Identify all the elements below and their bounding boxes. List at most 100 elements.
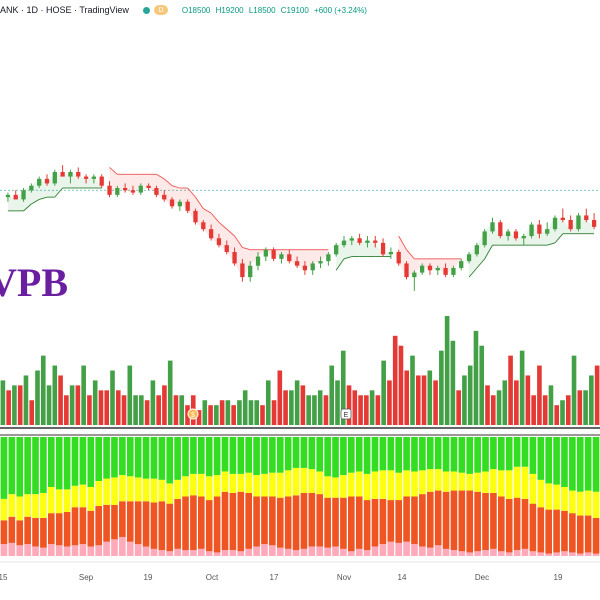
heatmap-orange-segment xyxy=(426,491,434,548)
candle xyxy=(545,222,550,236)
heatmap-column xyxy=(434,437,442,556)
heatmap-green-segment xyxy=(158,437,166,480)
volume-bar xyxy=(381,360,386,425)
heatmap-orange-segment xyxy=(482,492,489,551)
volume-bar xyxy=(364,395,369,425)
heatmap-orange-segment xyxy=(182,496,189,551)
heatmap-pink-segment xyxy=(40,547,47,556)
candle xyxy=(5,192,11,202)
x-axis: 15 Sep 19 Oct 17 Nov 14 Dec 19 xyxy=(0,561,600,582)
heatmap-orange-segment xyxy=(269,496,276,546)
candle xyxy=(451,265,456,278)
heatmap-yellow-segment xyxy=(498,470,505,497)
trail-line xyxy=(335,258,345,271)
heatmap-green-segment xyxy=(142,437,150,479)
heatmap-orange-segment xyxy=(529,503,537,552)
heatmap-column xyxy=(387,437,395,556)
heatmap-yellow-segment xyxy=(371,471,379,499)
volume-bar xyxy=(433,380,438,425)
x-tick-label: Dec xyxy=(475,573,489,582)
heatmap-orange-segment xyxy=(434,490,442,546)
heatmap-pink-segment xyxy=(513,550,521,556)
heatmap-column xyxy=(553,437,560,556)
heatmap-yellow-segment xyxy=(55,489,63,514)
heatmap-orange-segment xyxy=(592,517,600,554)
heatmap-orange-segment xyxy=(79,507,87,545)
heatmap-pink-segment xyxy=(198,548,205,556)
candle-body xyxy=(21,190,26,200)
heatmap-yellow-segment xyxy=(466,473,474,491)
heatmap-column xyxy=(79,437,87,556)
candle-body xyxy=(255,256,261,266)
volume-bar xyxy=(283,390,288,425)
heatmap-column xyxy=(95,437,102,556)
heatmap-orange-segment xyxy=(150,502,158,549)
heatmap-column xyxy=(24,437,31,556)
heatmap-pink-segment xyxy=(395,542,402,556)
candle xyxy=(513,229,519,241)
heatmap-green-segment xyxy=(253,437,260,476)
heatmap-column xyxy=(16,437,24,556)
candle-body xyxy=(396,252,401,264)
trail-line xyxy=(398,235,407,250)
volume-layer: $ E xyxy=(0,316,600,429)
trail-band xyxy=(117,174,126,191)
heatmap-pink-segment xyxy=(142,546,150,556)
heatmap-orange-segment xyxy=(245,492,252,549)
heatmap-yellow-segment xyxy=(458,472,466,491)
heatmap-column xyxy=(174,437,181,556)
heatmap-yellow-segment xyxy=(0,498,8,521)
heatmap-green-segment xyxy=(198,437,205,474)
candle xyxy=(427,263,433,275)
trail-line xyxy=(171,185,180,189)
symbol-title[interactable]: ANK · 1D · HOSE · TradingView xyxy=(0,5,129,15)
candle xyxy=(537,220,542,239)
heatmap-yellow-segment xyxy=(482,471,489,493)
heatmap-yellow-segment xyxy=(292,467,300,496)
volume-bar xyxy=(248,400,254,425)
volume-bar xyxy=(392,335,398,425)
heatmap-green-segment xyxy=(434,437,442,470)
heatmap-pink-segment xyxy=(434,545,442,556)
volume-bar xyxy=(115,390,121,425)
volume-bar xyxy=(35,370,40,425)
volume-bar xyxy=(387,380,392,425)
heatmap-column xyxy=(198,437,205,556)
trail-line xyxy=(226,228,235,237)
heatmap-column xyxy=(253,437,260,556)
candle xyxy=(302,261,308,275)
heatmap-yellow-segment xyxy=(63,489,71,512)
heatmap-pink-segment xyxy=(521,548,529,556)
heatmap-pink-segment xyxy=(348,551,355,556)
volume-bar xyxy=(139,395,144,425)
heatmap-yellow-segment xyxy=(340,475,347,498)
volume-bar xyxy=(237,400,242,425)
candle xyxy=(388,247,394,259)
heatmap-yellow-segment xyxy=(198,473,205,497)
volume-bar xyxy=(69,385,75,425)
candle xyxy=(240,258,245,282)
heatmap-orange-segment xyxy=(355,496,363,549)
heatmap-green-segment xyxy=(229,437,237,474)
heatmap-pink-segment xyxy=(63,546,71,556)
heatmap-green-segment xyxy=(300,437,308,468)
trail-line xyxy=(554,233,564,244)
volume-bar xyxy=(289,390,294,425)
volume-bar xyxy=(17,385,23,425)
heatmap-yellow-segment xyxy=(395,472,402,501)
volume-bar xyxy=(404,370,410,425)
volume-bar xyxy=(531,395,536,425)
heatmap-orange-segment xyxy=(521,498,529,549)
volume-bar xyxy=(369,390,375,425)
heatmap-pink-segment xyxy=(55,545,63,556)
heatmap-orange-segment xyxy=(292,495,300,551)
candle-body xyxy=(232,252,237,264)
candle xyxy=(459,258,464,271)
candle xyxy=(138,183,143,195)
heatmap-pink-segment xyxy=(8,542,16,556)
candle xyxy=(357,233,362,246)
volume-bar xyxy=(508,355,513,425)
heatmap-column xyxy=(576,437,584,556)
candle xyxy=(13,190,18,200)
